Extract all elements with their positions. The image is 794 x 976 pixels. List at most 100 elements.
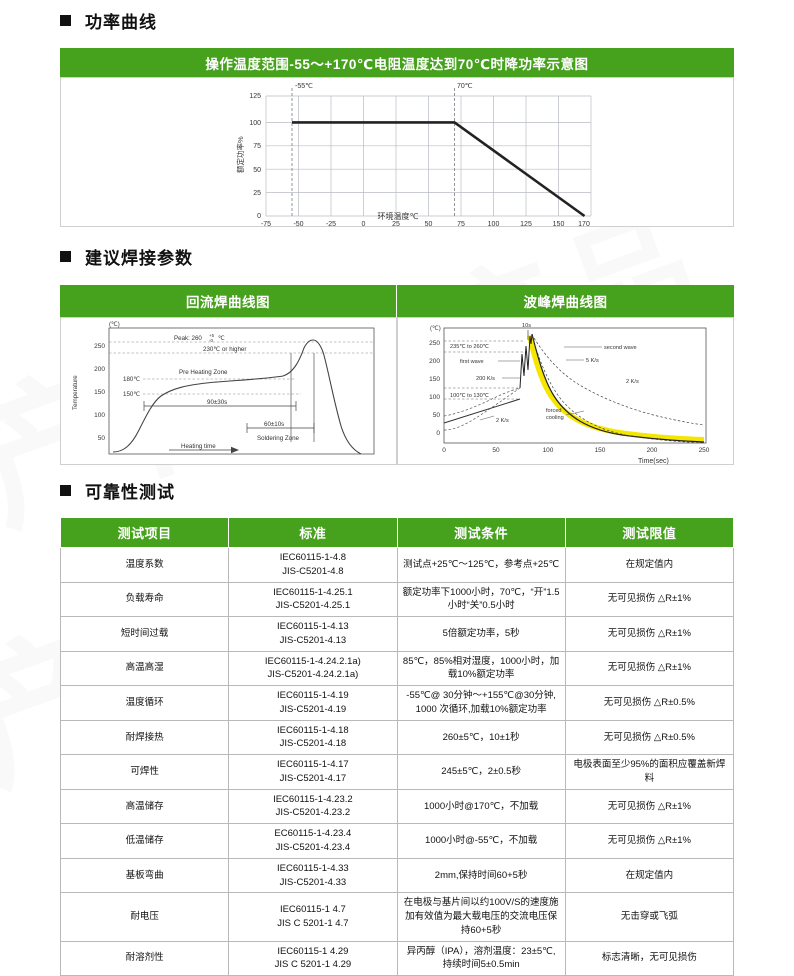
svg-text:Pre Heating Zone: Pre Heating Zone	[179, 369, 228, 376]
standard-line: JIS-C5201-4.23.4	[275, 842, 351, 854]
cell-test-item: 负载寿命	[59, 581, 230, 618]
cell-standard: IEC60115-1 4.29 JIS C 5201-1 4.29	[228, 940, 398, 976]
cell-test-condition: 85℃，85%相对湿度，1000小时，加载10%额定功率	[396, 650, 566, 687]
svg-text:50: 50	[492, 447, 500, 454]
table-row: 低温储存 EC60115-1-4.23.4 JIS-C5201-4.23.4 1000…	[59, 823, 735, 859]
cell-test-condition: 5倍额定功率，5秒	[396, 616, 566, 652]
cell-standard: IEC60115-1-4.18 JIS-C5201-4.18	[228, 719, 398, 756]
cell-test-condition: 260±5℃，10±1秒	[396, 719, 566, 756]
cell-test-limit: 无可见损伤 △R±0.5%	[564, 685, 735, 721]
table-row: 高温储存 IEC60115-1-4.23.2 JIS-C5201-4.23.2 100…	[59, 788, 735, 825]
standard-line: IEC60115-1-4.13	[277, 621, 349, 633]
standard-line: JIS-C5201-4.13	[279, 634, 347, 646]
standard-line: EC60115-1-4.23.4	[274, 828, 352, 840]
square-bullet-icon	[60, 15, 71, 26]
cell-standard: IEC60115-1-4.24.2.1a) JIS-C5201-4.24.2.1a…	[228, 650, 398, 687]
svg-text:-55℃: -55℃	[295, 83, 313, 90]
svg-text:60±10s: 60±10s	[264, 421, 284, 428]
section-heading-power: 功率曲线	[60, 8, 157, 33]
cell-test-condition: 1000小时@-55℃，不加载	[396, 823, 566, 859]
standard-line: IEC60115-1-4.18	[277, 724, 349, 736]
standard-line: JIS-C5201-4.19	[279, 703, 347, 715]
svg-text:75: 75	[253, 143, 261, 150]
svg-text:100: 100	[543, 447, 554, 454]
standard-line: IEC60115-1-4.17	[277, 759, 349, 771]
cell-standard: IEC60115-1-4.25.1 JIS-C5201-4.25.1	[228, 581, 398, 618]
svg-text:-25: -25	[326, 221, 336, 228]
section-title-solder: 建议焊接参数	[85, 249, 193, 268]
svg-text:250: 250	[429, 340, 440, 347]
svg-text:230℃ or higher: 230℃ or higher	[203, 346, 246, 353]
standard-line: IEC60115-1-4.33	[277, 862, 349, 874]
table-row: 可焊性 IEC60115-1-4.17 JIS-C5201-4.17 245±5℃，2…	[59, 754, 735, 790]
standard-line: JIS C 5201-1 4.7	[277, 917, 349, 929]
cell-test-item: 可焊性	[59, 754, 230, 790]
section-heading-solder: 建议焊接参数	[60, 244, 193, 269]
reflow-curve-panel: 250 200 150 100 50 (℃)	[60, 317, 397, 465]
svg-text:2 K/s: 2 K/s	[626, 379, 639, 385]
svg-text:Soldering Zone: Soldering Zone	[257, 435, 300, 442]
table-row: 负载寿命 IEC60115-1-4.25.1 JIS-C5201-4.25.1 额定功…	[59, 581, 735, 618]
section-title-reliability: 可靠性测试	[85, 483, 175, 502]
svg-text:150: 150	[595, 447, 606, 454]
table-header-row: 测试项目 标准 测试条件 测试限值	[59, 517, 735, 548]
cell-standard: IEC60115-1-4.17 JIS-C5201-4.17	[228, 754, 398, 790]
svg-text:Peak: 260: Peak: 260	[174, 335, 202, 342]
cell-test-limit: 无可见损伤 △R±0.5%	[564, 719, 735, 756]
power-curve-panel: 125 100 75 50 25 0 -75 -50 -25 0 25 50 7…	[60, 77, 734, 228]
svg-text:125: 125	[520, 221, 532, 228]
standard-line: IEC60115-1-4.24.2.1a)	[264, 655, 361, 667]
cell-test-limit: 无可见损伤 △R±1%	[564, 823, 735, 859]
power-curve-banner: 操作温度范围-55～+170℃电阻温度达到70℃时降功率示意图	[60, 48, 734, 77]
cell-standard: IEC60115-1-4.23.2 JIS-C5201-4.23.2	[228, 788, 398, 825]
svg-text:0: 0	[362, 221, 366, 228]
cell-test-condition: 245±5℃，2±0.5秒	[396, 754, 566, 790]
svg-text:125: 125	[249, 93, 261, 100]
table-header: 测试项目 标准 测试条件 测试限值	[59, 517, 735, 548]
standard-line: IEC60115-1-4.25.1	[273, 586, 353, 598]
cell-test-item: 耐电压	[59, 892, 230, 942]
standard-line: JIS-C5201-4.8	[282, 565, 344, 577]
standard-line: IEC60115-1-4.23.2	[273, 793, 353, 805]
svg-text:0: 0	[442, 447, 446, 454]
cell-test-item: 高温高湿	[59, 650, 230, 687]
cell-test-limit: 无可见损伤 △R±1%	[564, 581, 735, 618]
wave-profile-chart: (℃) 250 200 150 100 50 0 0 50 100 150 20…	[429, 323, 710, 465]
svg-text:10s: 10s	[522, 323, 531, 329]
svg-text:200: 200	[429, 358, 440, 365]
reflow-banner: 回流焊曲线图	[60, 285, 397, 317]
cell-test-item: 基板弯曲	[59, 857, 230, 894]
svg-text:0: 0	[436, 430, 440, 437]
svg-text:25: 25	[253, 190, 261, 197]
svg-text:150: 150	[429, 376, 440, 383]
svg-text:100: 100	[488, 221, 500, 228]
cell-test-item: 高温储存	[59, 788, 230, 825]
svg-text:25: 25	[392, 221, 400, 228]
table-row: 温度系数 IEC60115-1-4.8 JIS-C5201-4.8 测试点+25℃～1…	[59, 547, 735, 583]
square-bullet-icon	[60, 485, 71, 496]
column-header-item: 测试项目	[59, 517, 230, 548]
cell-test-condition: 额定功率下1000小时，70℃，“开”1.5小时“关”0.5小时	[396, 581, 566, 618]
wave-curve-panel: (℃) 250 200 150 100 50 0 0 50 100 150 20…	[397, 317, 734, 465]
square-bullet-icon	[60, 251, 71, 262]
wave-banner: 波峰焊曲线图	[397, 285, 734, 317]
svg-text:2 K/s: 2 K/s	[496, 418, 509, 424]
svg-text:170: 170	[578, 221, 590, 228]
svg-text:℃: ℃	[218, 335, 225, 342]
cell-test-condition: 测试点+25℃～125℃，参考点+25℃	[396, 547, 566, 583]
cell-test-limit: 标志清晰，无可见损伤	[564, 940, 735, 976]
table-row: 温度循环 IEC60115-1-4.19 JIS-C5201-4.19 -55℃@ 3…	[59, 685, 735, 721]
derating-xaxis-label: 环境温度℃	[377, 212, 419, 221]
table-row: 耐电压 IEC60115-1 4.7 JIS C 5201-1 4.7 在电极与基片间…	[59, 892, 735, 942]
standard-line: JIS-C5201-4.33	[279, 876, 347, 888]
svg-text:0: 0	[257, 213, 261, 220]
svg-text:5 K/s: 5 K/s	[586, 358, 599, 364]
table-row: 短时间过载 IEC60115-1-4.13 JIS-C5201-4.13 5倍额定功率…	[59, 616, 735, 652]
cell-test-limit: 在规定值内	[564, 547, 735, 583]
svg-text:150: 150	[94, 389, 105, 396]
svg-text:100℃ to 130℃: 100℃ to 130℃	[450, 393, 490, 399]
svg-text:75: 75	[457, 221, 465, 228]
svg-text:(℃): (℃)	[109, 322, 120, 328]
cell-test-limit: 无击穿或飞弧	[564, 892, 735, 942]
reliability-table-wrapper: 测试项目 标准 测试条件 测试限值 温度系数 IEC60115-1-4.8 JIS-…	[59, 517, 735, 976]
